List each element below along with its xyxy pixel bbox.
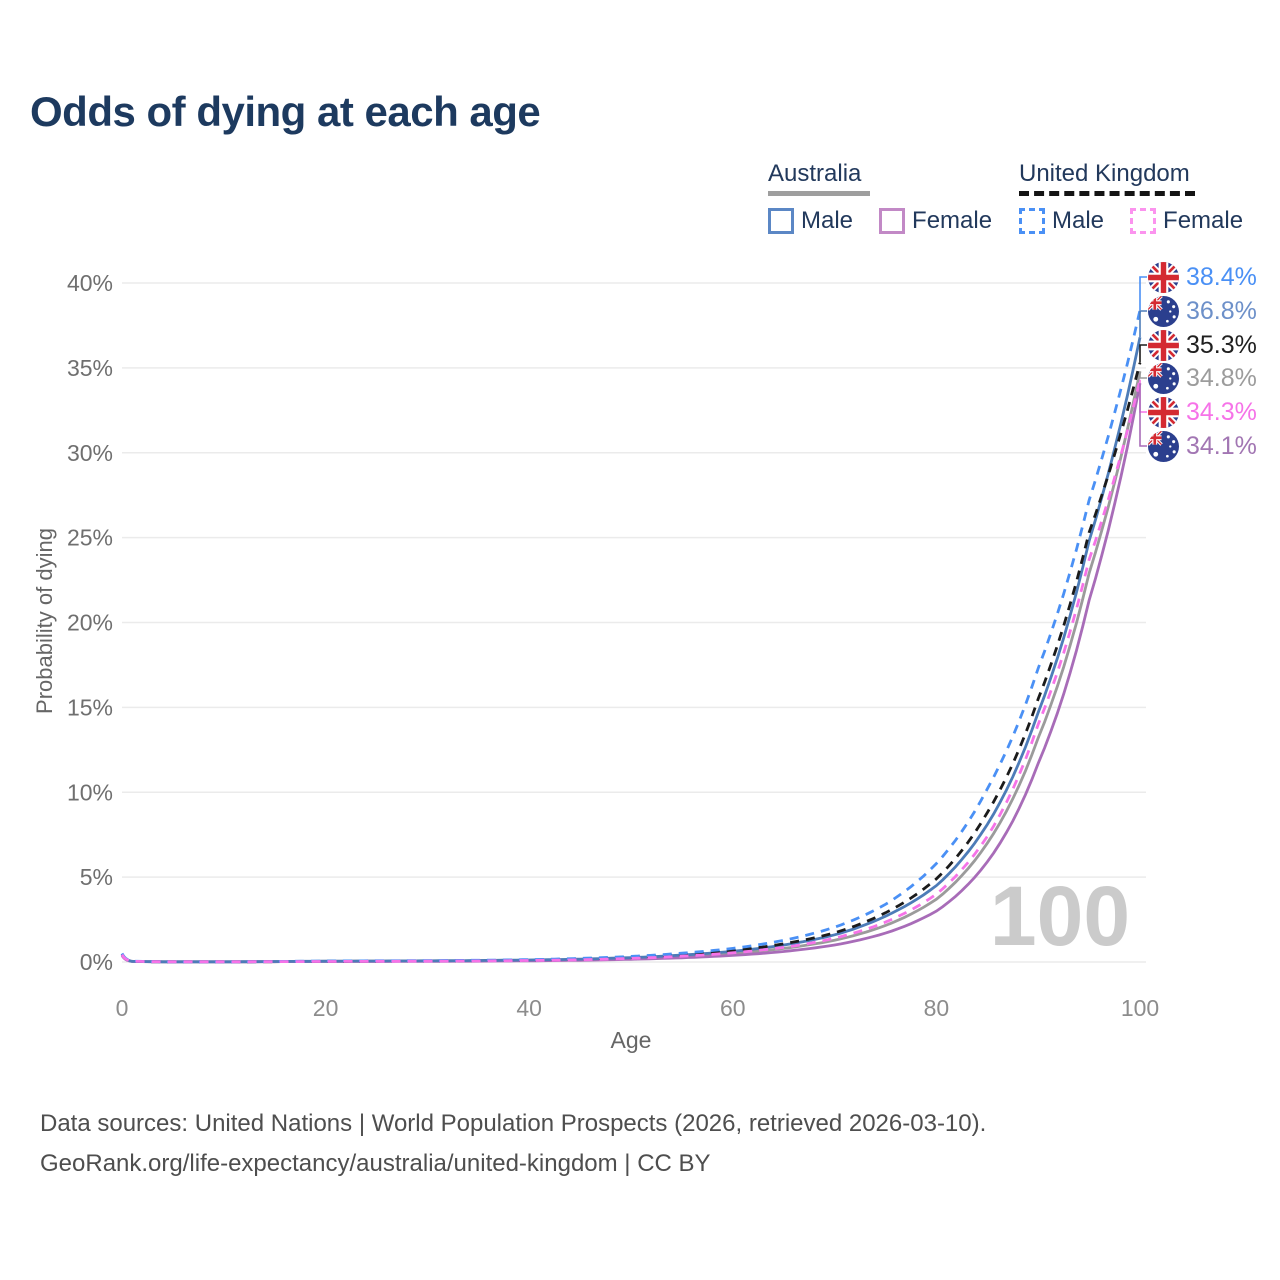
y-tick-label: 0% bbox=[80, 949, 113, 975]
attribution-note: GeoRank.org/life-expectancy/australia/un… bbox=[40, 1150, 711, 1177]
leader-line-australia-female bbox=[1139, 383, 1147, 447]
series-line-australia-both-sexes[interactable] bbox=[120, 371, 1142, 964]
page-title: Odds of dying at each age bbox=[30, 88, 541, 135]
legend-swatch-australia-male bbox=[768, 208, 794, 234]
legend-item-united-kingdom-male[interactable]: Male bbox=[1019, 207, 1104, 235]
series-line-australia-female[interactable] bbox=[120, 382, 1142, 964]
legend-header-united-kingdom[interactable]: United Kingdom bbox=[1019, 160, 1190, 187]
x-tick-label: 60 bbox=[720, 995, 746, 1021]
legend-items-united-kingdom: Male Female bbox=[1019, 207, 1243, 235]
series-line-australia-male[interactable] bbox=[120, 337, 1142, 964]
x-tick-label: 100 bbox=[1121, 995, 1159, 1021]
legend-underline-united-kingdom bbox=[1019, 191, 1195, 196]
leader-line-united-kingdom-both-sexes bbox=[1139, 344, 1147, 363]
y-tick-label: 10% bbox=[67, 779, 113, 805]
leader-line-united-kingdom-male bbox=[1139, 276, 1147, 311]
legend-label-united-kingdom-female: Female bbox=[1163, 207, 1244, 234]
y-tick-label: 35% bbox=[67, 355, 113, 381]
legend-swatch-united-kingdom-female bbox=[1130, 208, 1157, 234]
y-tick-label: 20% bbox=[67, 610, 113, 636]
y-tick-label: 5% bbox=[80, 864, 113, 890]
y-tick-label: 30% bbox=[67, 440, 113, 466]
legend-underline-australia bbox=[768, 191, 870, 196]
x-axis-label: Age bbox=[610, 1027, 652, 1053]
legend-header-australia[interactable]: Australia bbox=[768, 160, 862, 187]
x-tick-label: 0 bbox=[116, 995, 129, 1021]
legend-label-united-kingdom-male: Male bbox=[1052, 207, 1105, 234]
legend-items-australia: Male Female bbox=[768, 207, 992, 235]
leader-line-australia-both-sexes bbox=[1139, 371, 1147, 379]
legend-label-australia-male: Male bbox=[801, 207, 854, 234]
legend-swatch-australia-female bbox=[879, 208, 906, 234]
legend-label-australia-female: Female bbox=[912, 207, 993, 234]
legend-item-united-kingdom-female[interactable]: Female bbox=[1130, 207, 1243, 235]
legend-item-australia-male[interactable]: Male bbox=[768, 207, 853, 235]
legend-group-australia: Australia Male Female bbox=[768, 160, 992, 235]
age-watermark: 100 bbox=[989, 869, 1131, 963]
y-tick-label: 25% bbox=[67, 525, 113, 551]
series-line-united-kingdom-female[interactable] bbox=[120, 379, 1142, 964]
leader-line-australia-male bbox=[1139, 310, 1147, 338]
y-tick-label: 15% bbox=[67, 694, 113, 720]
y-tick-label: 40% bbox=[67, 270, 113, 296]
x-tick-label: 20 bbox=[313, 995, 339, 1021]
x-tick-label: 40 bbox=[516, 995, 542, 1021]
legend-swatch-united-kingdom-male bbox=[1019, 208, 1045, 234]
legend-item-australia-female[interactable]: Female bbox=[879, 207, 992, 235]
legend-group-united-kingdom: United Kingdom Male Female bbox=[1019, 160, 1243, 235]
data-sources-note: Data sources: United Nations | World Pop… bbox=[40, 1110, 987, 1137]
y-axis-label: Probability of dying bbox=[32, 528, 57, 714]
x-tick-label: 80 bbox=[924, 995, 950, 1021]
